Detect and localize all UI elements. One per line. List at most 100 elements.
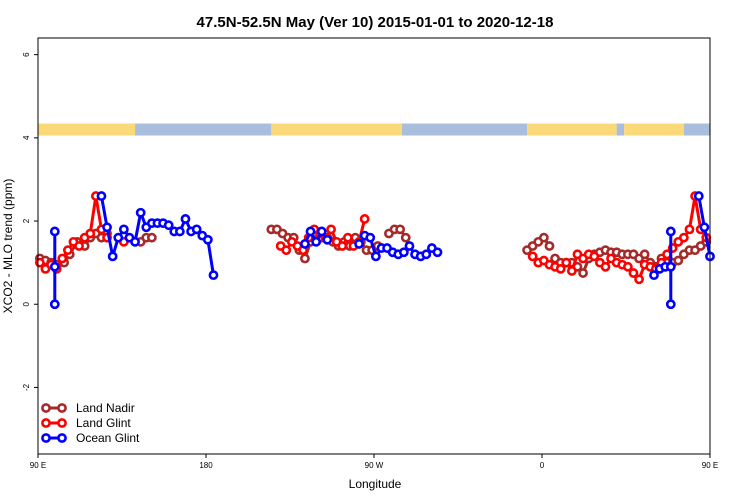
- band-land: [624, 123, 684, 136]
- data-point: [600, 261, 611, 272]
- data-point: [395, 224, 406, 235]
- data-point: [354, 239, 364, 249]
- data-point: [578, 268, 588, 278]
- x-axis: 90 E 180 90 W 0 90 E: [30, 454, 718, 470]
- chart-title: 47.5N-52.5N May (Ver 10) 2015-01-01 to 2…: [197, 14, 554, 31]
- data-point: [370, 251, 381, 262]
- data-point: [649, 270, 659, 281]
- band-land: [38, 123, 136, 136]
- data-point: [634, 274, 644, 285]
- y-tick-label: 0: [22, 301, 31, 306]
- data-point: [300, 239, 310, 249]
- series-ocean-glint: [49, 191, 715, 310]
- data-point: [432, 247, 443, 258]
- data-point: [673, 255, 684, 266]
- x-tick-label: 180: [199, 461, 213, 470]
- data-point: [49, 261, 60, 272]
- legend-swatch-point: [57, 403, 67, 413]
- data-point: [400, 232, 411, 243]
- data-point: [311, 236, 322, 247]
- data-point: [281, 245, 292, 256]
- data-point: [699, 222, 710, 233]
- band-ocean: [135, 123, 272, 136]
- band-ocean: [616, 123, 625, 136]
- data-point: [538, 232, 549, 243]
- band-ocean: [402, 123, 528, 136]
- data-point: [62, 245, 73, 256]
- x-tick-label: 0: [540, 461, 545, 470]
- legend-swatch-point: [57, 433, 67, 443]
- data-point: [300, 253, 310, 264]
- data-point: [202, 234, 213, 245]
- y-tick-label: 4: [22, 135, 31, 140]
- legend-label: Land Glint: [76, 416, 131, 430]
- legend-swatch-point: [57, 418, 67, 428]
- data-point: [665, 226, 676, 237]
- x-tick-label: 90 E: [702, 461, 718, 470]
- data-point: [305, 226, 316, 237]
- data-point: [135, 207, 146, 218]
- data-point: [527, 251, 538, 262]
- band-land: [271, 123, 402, 136]
- data-point: [555, 263, 566, 274]
- data-point: [146, 232, 157, 243]
- legend-label: Ocean Glint: [76, 431, 140, 445]
- legend-swatch-point: [41, 403, 51, 413]
- data-point: [693, 191, 704, 201]
- data-point: [365, 232, 376, 243]
- y-axis: -2 0 2 4 6: [22, 52, 38, 391]
- data-point: [342, 232, 353, 243]
- data-point: [665, 299, 676, 310]
- data-point: [107, 251, 118, 262]
- legend-swatch-point: [41, 418, 51, 428]
- data-point: [566, 266, 577, 276]
- data-point: [678, 232, 689, 243]
- data-point: [191, 224, 202, 235]
- data-point: [322, 234, 333, 245]
- data-point: [326, 224, 336, 235]
- data-point: [180, 214, 191, 224]
- data-point: [174, 226, 185, 237]
- data-point: [113, 232, 124, 243]
- data-point: [684, 224, 695, 235]
- x-tick-label: 90 W: [365, 461, 384, 470]
- data-point: [316, 226, 327, 237]
- y-axis-label: XCO2 - MLO trend (ppm): [1, 179, 15, 314]
- data-point: [163, 220, 174, 231]
- data-point: [337, 241, 348, 251]
- legend-label: Land Nadir: [76, 401, 135, 415]
- land-ocean-band: [38, 123, 710, 136]
- x-axis-label: Longitude: [349, 477, 402, 491]
- x-tick-label: 90 E: [30, 461, 46, 470]
- data-point: [561, 257, 572, 268]
- y-tick-label: 6: [22, 52, 31, 57]
- data-point: [49, 299, 60, 310]
- data-point: [398, 247, 409, 258]
- data-point: [544, 241, 555, 251]
- data-point: [57, 253, 68, 264]
- data-point: [208, 270, 219, 281]
- data-point: [102, 222, 112, 233]
- data-point: [118, 224, 129, 235]
- y-tick-label: 2: [22, 218, 31, 223]
- series-land-glint: [34, 191, 712, 285]
- band-ocean: [683, 123, 710, 136]
- data-point: [130, 236, 140, 247]
- data-point: [359, 214, 370, 224]
- data-point: [589, 251, 600, 262]
- data-point: [404, 241, 415, 251]
- data-point: [96, 191, 107, 201]
- data-point: [622, 261, 633, 272]
- data-point: [49, 226, 60, 237]
- legend-swatch-point: [41, 433, 51, 443]
- data-point: [639, 249, 650, 260]
- data-point: [665, 261, 676, 272]
- data-point: [74, 241, 84, 251]
- series-layer: [34, 191, 715, 310]
- data-point: [421, 249, 432, 260]
- data-point: [628, 268, 639, 278]
- data-point: [85, 228, 96, 239]
- band-land: [527, 123, 617, 136]
